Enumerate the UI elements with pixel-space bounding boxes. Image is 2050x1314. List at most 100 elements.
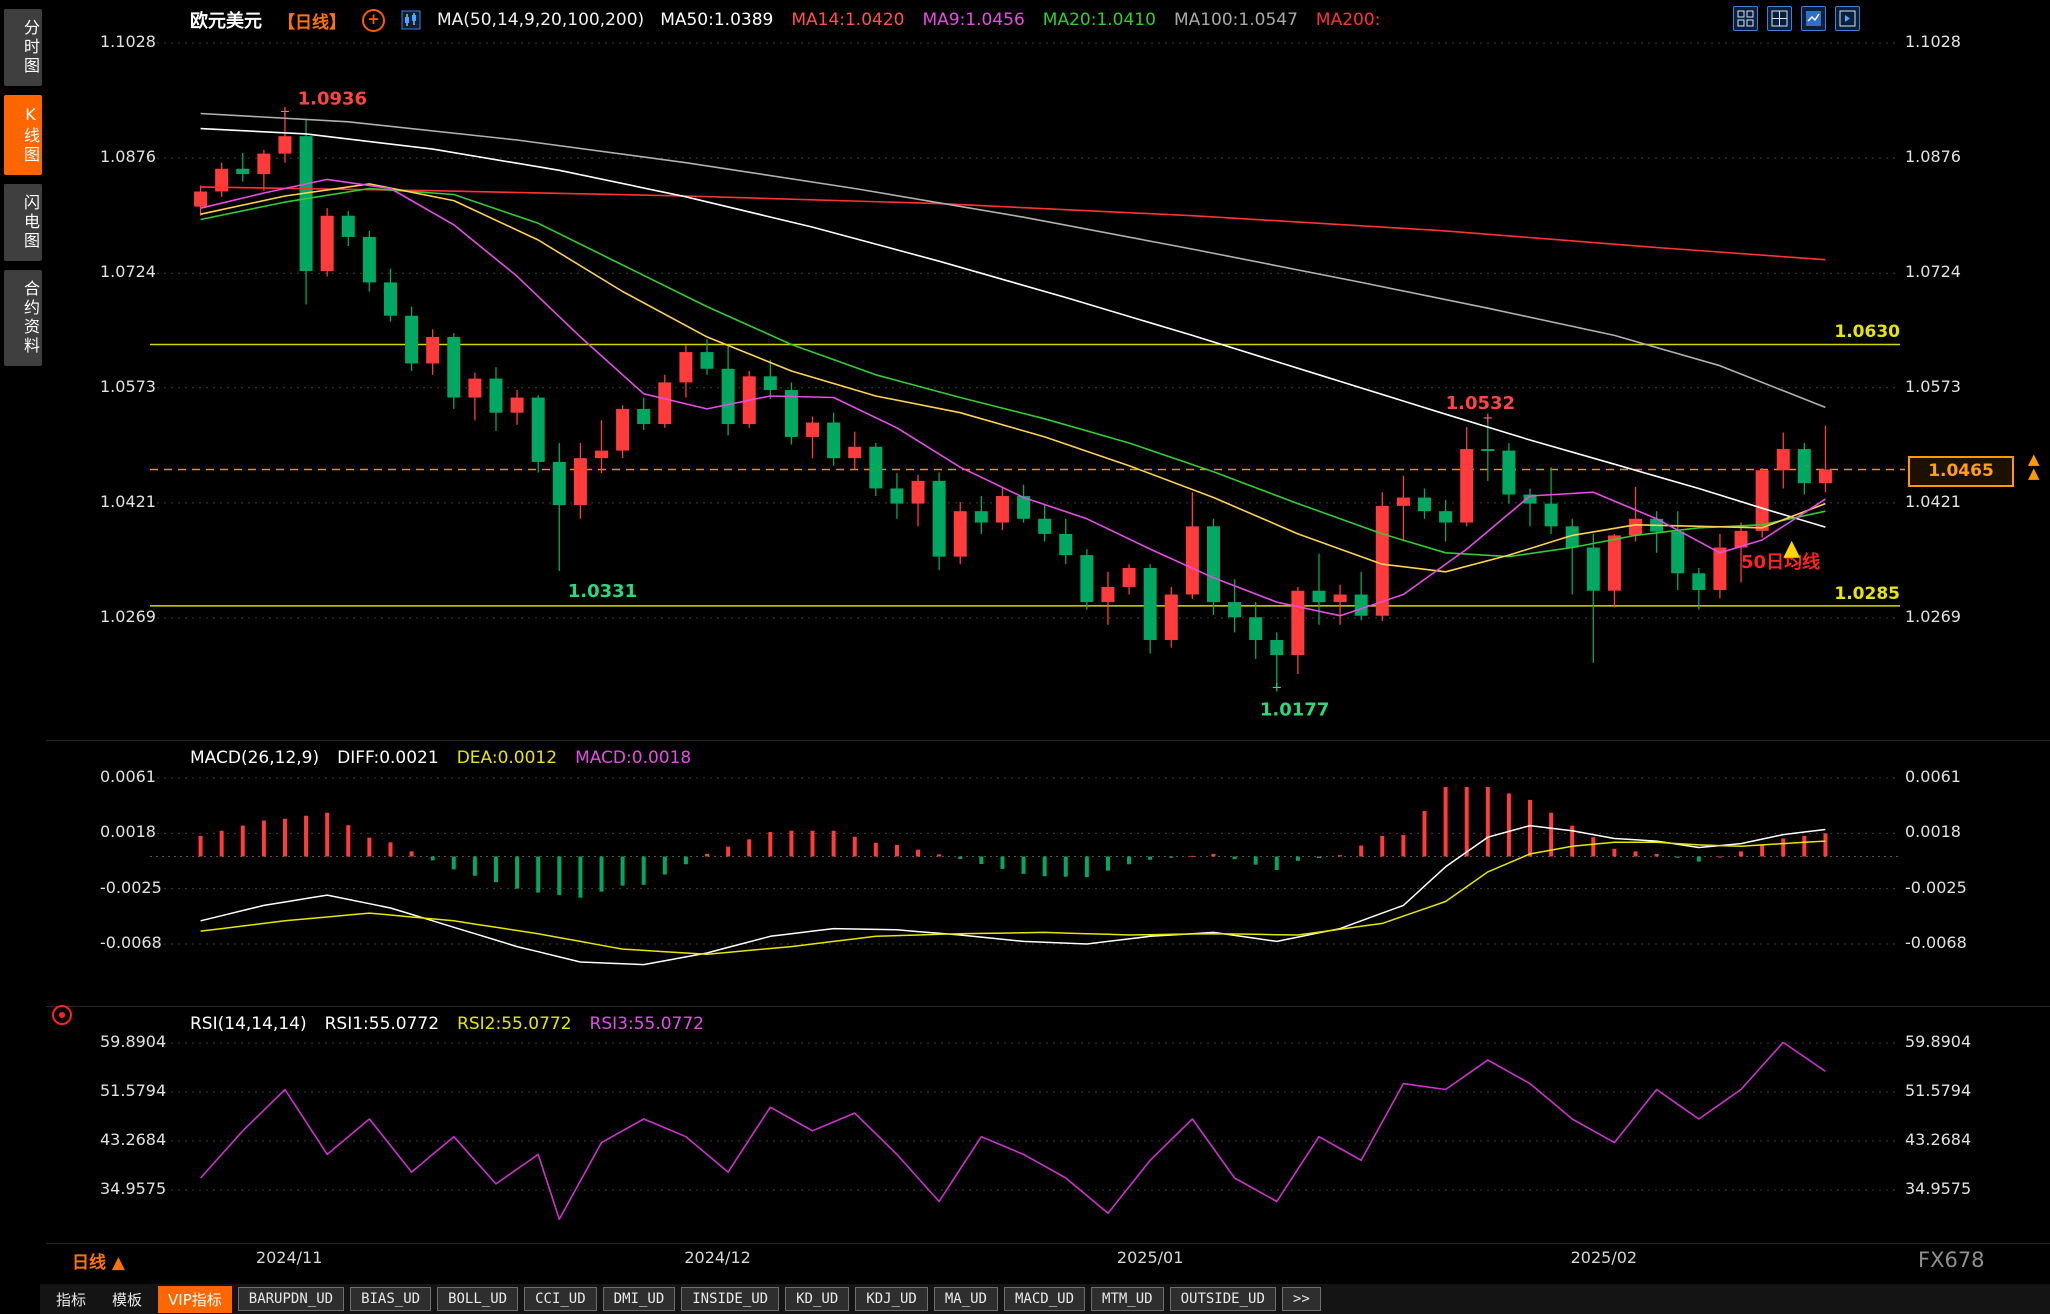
macd-axis-label: -0.0068: [100, 933, 162, 952]
tab-CCI_UD[interactable]: CCI_UD: [524, 1287, 597, 1311]
sidebar: 分时图 K线图 闪电图 合约资料: [0, 0, 46, 1314]
panel-divider: [46, 1243, 2050, 1244]
layout-quad-icon[interactable]: [1767, 6, 1792, 31]
ma-legend-item: MA100:1.0547: [1173, 10, 1298, 30]
rsi-axis-label: 43.2684: [1905, 1130, 1972, 1149]
indicator-tab-bar: 指标 模板 VIP指标 BARUPDN_UD BIAS_UD BOLL_UD CCI_UD D…: [40, 1284, 2050, 1314]
macd-axis-label: 0.0018: [100, 822, 156, 842]
panel-divider: [46, 1006, 2050, 1007]
y-axis-label: 1.0573: [1905, 376, 1961, 396]
rsi-axis-label: 51.5794: [100, 1081, 167, 1100]
x-axis-label: 2024/12: [684, 1248, 751, 1267]
rsi-axis-label: 43.2684: [100, 1130, 167, 1149]
x-axis-label: 2024/11: [255, 1248, 323, 1267]
y-axis-label: 1.0724: [100, 262, 156, 282]
macd-title: MACD(26,12,9): [190, 748, 320, 768]
chart-annotation: 50日均线: [1741, 551, 1820, 573]
fx-watermark: FX678: [1918, 1248, 1985, 1272]
macd-axis-label: 0.0061: [100, 767, 156, 786]
chart-header: 欧元美元 【日线】 + MA(50,14,9,20,100,200) MA50:…: [190, 7, 1398, 33]
chart-annotation: ▲: [1783, 536, 1800, 561]
ma-legend-item: MA14:1.0420: [791, 10, 905, 30]
rsi-legend-item: RSI3:55.0772: [589, 1014, 704, 1034]
y-axis-label: 1.0269: [100, 607, 156, 626]
ma-legend-item: MA50:1.0389: [660, 10, 774, 30]
resistance-level-label: 1.0630: [1834, 322, 1900, 342]
rsi-values: RSI1:55.0772 RSI2:55.0772 RSI3:55.0772: [325, 1014, 704, 1034]
chart-panel-icon[interactable]: [1801, 6, 1826, 31]
y-axis-label: 1.0876: [1905, 147, 1961, 167]
sidebar-item-contract-info[interactable]: 合约资料: [4, 270, 42, 366]
tab-BOLL_UD[interactable]: BOLL_UD: [437, 1287, 519, 1311]
tab-VIP指标[interactable]: VIP指标: [158, 1285, 232, 1313]
tab-指标[interactable]: 指标: [56, 1290, 87, 1309]
rsi-header: RSI(14,14,14) RSI1:55.0772 RSI2:55.0772 RS…: [190, 1014, 704, 1034]
macd-value: MACD:0.0018: [575, 748, 692, 768]
chart-annotation: +: [1482, 411, 1493, 426]
ma-legend-item: MA200:: [1315, 10, 1381, 30]
rsi-axis-label: 51.5794: [1905, 1081, 1972, 1100]
macd-header: MACD(26,12,9) DIFF:0.0021 DEA:0.0012 MAC…: [190, 748, 691, 768]
chart-annotation: 1.0331: [568, 581, 637, 602]
timeframe-selector[interactable]: 日线 ▲: [72, 1253, 125, 1273]
layout-toolbar: [1733, 6, 1860, 31]
tab-INSIDE_UD[interactable]: INSIDE_UD: [681, 1287, 780, 1311]
ma-legend-item: MA20:1.0410: [1042, 10, 1156, 30]
candlestick-icon[interactable]: [401, 10, 421, 30]
y-axis-label: 1.0269: [1905, 607, 1961, 626]
chart-annotation: +: [1271, 681, 1282, 696]
sidebar-item-time-chart[interactable]: 分时图: [4, 9, 42, 86]
x-axis-label: 2025/02: [1570, 1248, 1638, 1267]
rsi-legend-item: RSI2:55.0772: [457, 1014, 572, 1034]
expand-window-icon[interactable]: [1835, 6, 1860, 31]
tab-模板[interactable]: 模板: [112, 1290, 143, 1309]
macd-diff-value: DIFF:0.0021: [337, 748, 439, 768]
y-axis-label: 1.1028: [1905, 32, 1961, 51]
tab-KDJ_UD[interactable]: KDJ_UD: [855, 1287, 928, 1311]
layout-grid-icon[interactable]: [1733, 6, 1758, 31]
rsi-title: RSI(14,14,14): [190, 1014, 307, 1034]
current-price-box: 1.0465: [1908, 456, 2014, 487]
tab-BIAS_UD[interactable]: BIAS_UD: [350, 1287, 432, 1311]
macd-dea-value: DEA:0.0012: [456, 748, 558, 768]
macd-axis-label: -0.0025: [1905, 877, 1967, 897]
macd-axis-label: 0.0061: [1905, 767, 1961, 786]
sidebar-item-lightning-chart[interactable]: 闪电图: [4, 184, 42, 261]
y-axis-label: 1.1028: [100, 32, 156, 51]
crosshair-tool-icon[interactable]: [52, 1005, 72, 1025]
tab-MACD_UD[interactable]: MACD_UD: [1004, 1287, 1086, 1311]
ma-settings: MA(50,14,9,20,100,200): [437, 10, 645, 30]
timeframe-tag[interactable]: 【日线】: [278, 12, 346, 33]
tab-BARUPDN_UD[interactable]: BARUPDN_UD: [237, 1287, 345, 1311]
ma-legend: MA50:1.0389 MA14:1.0420 MA9:1.0456 MA20:1.0…: [660, 10, 1398, 30]
rsi-axis-label: 34.9575: [1905, 1179, 1972, 1198]
price-arrow-icon: ▲ ▲: [2028, 450, 2040, 482]
tab->>[interactable]: >>: [1281, 1287, 1321, 1311]
tab-MTM_UD[interactable]: MTM_UD: [1091, 1287, 1164, 1311]
y-axis-label: 1.0573: [100, 376, 156, 396]
rsi-axis-label: 59.8904: [100, 1032, 167, 1051]
macd-axis-label: -0.0068: [1905, 933, 1967, 952]
rsi-axis-label: 59.8904: [1905, 1032, 1972, 1051]
y-axis-label: 1.0421: [1905, 491, 1961, 511]
panel-divider: [46, 740, 2050, 741]
support-level-label: 1.0285: [1834, 584, 1900, 604]
chart-annotation: 1.0936: [298, 89, 367, 110]
y-axis-label: 1.0876: [100, 147, 156, 167]
rsi-axis-label: 34.9575: [100, 1179, 167, 1198]
tab-OUTSIDE_UD[interactable]: OUTSIDE_UD: [1169, 1287, 1276, 1311]
circle-plus-icon[interactable]: +: [362, 8, 385, 32]
y-axis-label: 1.0421: [100, 491, 156, 511]
tab-DMI_UD[interactable]: DMI_UD: [602, 1287, 676, 1311]
tab-KD_UD[interactable]: KD_UD: [785, 1287, 850, 1311]
tab-MA_UD[interactable]: MA_UD: [933, 1287, 998, 1311]
macd-axis-label: -0.0025: [100, 877, 162, 897]
chart-annotation: 1.0532: [1446, 393, 1515, 414]
sidebar-item-kline-chart[interactable]: K线图: [4, 95, 42, 175]
x-axis-label: 2025/01: [1116, 1248, 1184, 1267]
macd-axis-label: 0.0018: [1905, 822, 1961, 842]
symbol-title: 欧元美元: [190, 11, 262, 32]
y-axis-label: 1.0724: [1905, 262, 1961, 282]
